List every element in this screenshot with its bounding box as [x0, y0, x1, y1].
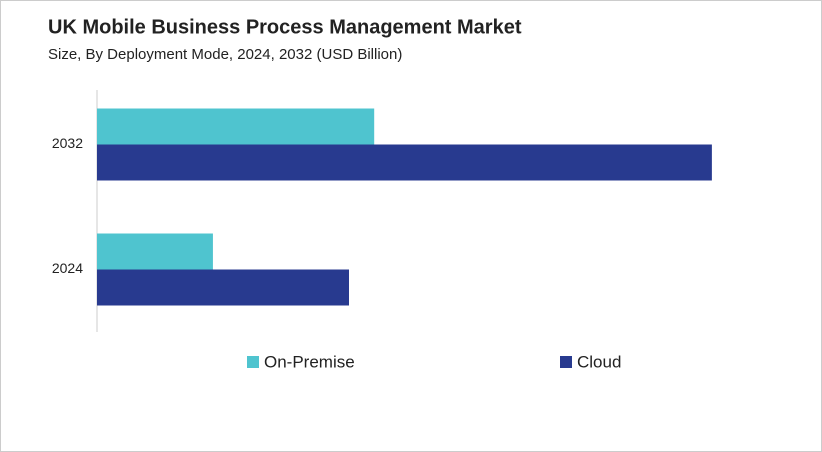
- y-tick-label: 2024: [52, 260, 83, 276]
- bar: [97, 108, 375, 145]
- legend-swatch: [560, 356, 572, 368]
- legend-label: On-Premise: [264, 352, 355, 371]
- bar: [97, 144, 712, 181]
- bar: [97, 233, 213, 270]
- legend-label: Cloud: [577, 352, 621, 371]
- legend-swatch: [247, 356, 259, 368]
- chart-title: UK Mobile Business Process Management Ma…: [48, 16, 522, 38]
- bar: [97, 269, 349, 306]
- chart-subtitle: Size, By Deployment Mode, 2024, 2032 (US…: [48, 46, 402, 63]
- y-tick-label: 2032: [52, 135, 83, 151]
